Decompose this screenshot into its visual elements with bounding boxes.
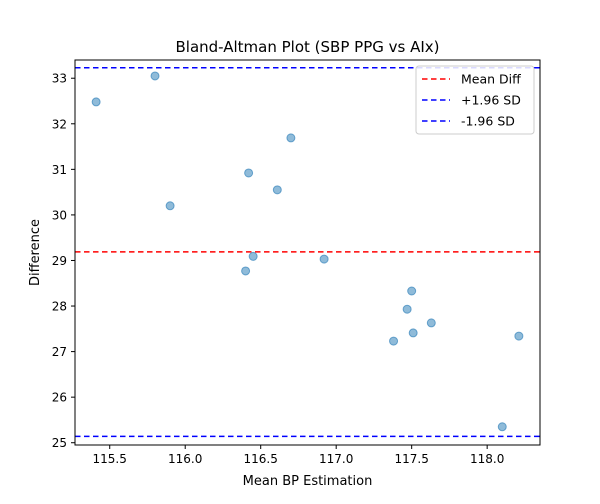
y-tick-label: 25 (52, 436, 67, 450)
x-axis-label: Mean BP Estimation (243, 474, 373, 489)
data-point (165, 201, 175, 211)
y-tick-label: 27 (52, 345, 67, 359)
data-point (91, 97, 101, 107)
x-tick-label: 116.0 (168, 452, 202, 466)
data-point (426, 318, 436, 328)
chart-title: Bland-Altman Plot (SBP PPG vs AIx) (175, 38, 439, 56)
y-axis-label: Difference (28, 219, 43, 286)
x-tick-label: 115.5 (93, 452, 127, 466)
y-tick-label: 33 (52, 72, 67, 86)
legend: Mean Diff +1.96 SD -1.96 SD (415, 65, 535, 135)
legend-label: -1.96 SD (461, 114, 515, 129)
y-tick-label: 29 (52, 254, 67, 268)
legend-label: Mean Diff (461, 72, 521, 87)
x-tick-label: 116.5 (244, 452, 278, 466)
data-point (244, 168, 254, 178)
data-point (514, 331, 524, 341)
y-tick-label: 32 (52, 117, 67, 131)
data-point (407, 286, 417, 296)
data-point (248, 251, 258, 261)
data-point (402, 304, 412, 314)
x-tick-label: 118.0 (470, 452, 504, 466)
data-point (497, 422, 507, 432)
y-tick-label: 31 (52, 163, 67, 177)
data-point (272, 185, 282, 195)
data-point (150, 71, 160, 81)
data-point (241, 266, 251, 276)
y-tick-label: 26 (52, 391, 67, 405)
data-point (389, 336, 399, 346)
legend-label: +1.96 SD (461, 93, 521, 108)
x-tick-label: 117.0 (319, 452, 353, 466)
plot-frame (74, 59, 541, 446)
data-point (286, 133, 296, 143)
data-point (319, 254, 329, 264)
legend-box (415, 65, 535, 135)
y-tick-label: 30 (52, 208, 67, 222)
data-point (408, 328, 418, 338)
y-tick-label: 28 (52, 300, 67, 314)
x-tick-label: 117.5 (394, 452, 428, 466)
